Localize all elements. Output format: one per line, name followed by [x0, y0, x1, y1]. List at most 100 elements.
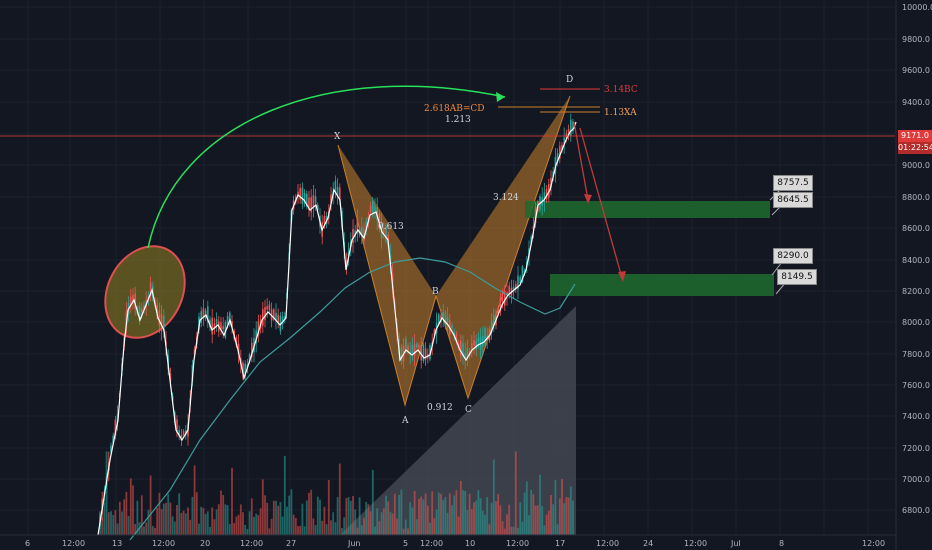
time-axis[interactable]: 6 12:00 13 12:00 20 12:00 27 Jun 5 12:00…	[25, 539, 885, 548]
volume-bar	[356, 527, 359, 535]
x-tick-label: 12:00	[420, 539, 443, 548]
ratio-xb-label: 0.613	[378, 222, 404, 232]
target-zone-2[interactable]	[550, 274, 774, 296]
candle-body	[440, 315, 442, 322]
candle-body	[149, 282, 152, 296]
candle-body	[416, 343, 418, 348]
volume-bar	[297, 526, 299, 535]
volume-bar	[455, 490, 458, 535]
volume-bar	[123, 499, 126, 535]
candle-body	[297, 191, 299, 197]
volume-bar	[341, 528, 343, 535]
volume-bar	[244, 524, 247, 535]
volume-bar	[110, 511, 112, 535]
candle-body	[257, 321, 260, 336]
volume-bar	[389, 511, 392, 535]
candle-body	[299, 188, 301, 200]
volume-bar	[259, 508, 262, 535]
volume-bar	[497, 494, 500, 535]
price-axis[interactable]: 10000.0 9800.0 9600.0 9400.0 9000.0 8800…	[902, 3, 932, 515]
volume-bar	[215, 509, 218, 535]
point-x-label: X	[334, 132, 341, 142]
candle-body	[356, 217, 359, 234]
candle-body	[143, 305, 145, 309]
volume-bar	[385, 495, 387, 535]
candle-body	[242, 362, 244, 378]
candle-body	[424, 348, 427, 360]
ma-long-line	[129, 257, 576, 541]
volume-bar	[442, 499, 445, 535]
volume-bar	[486, 497, 489, 535]
candle-body	[543, 192, 546, 203]
volume-bar	[325, 524, 328, 535]
x-tick-label: 12:00	[62, 539, 85, 548]
volume-bar	[506, 514, 508, 535]
volume-bar	[171, 516, 174, 535]
volume-bar	[431, 491, 434, 535]
volume-bar	[492, 459, 495, 535]
x-tick-label: 12:00	[240, 539, 263, 548]
volume-bar	[129, 478, 132, 535]
arrow-to-zone2[interactable]	[579, 127, 623, 279]
candle-body	[273, 309, 275, 320]
arrow-to-zone1[interactable]	[573, 121, 589, 201]
point-a-label: A	[401, 416, 409, 426]
volume-bar	[466, 510, 469, 535]
candle-body	[306, 193, 308, 207]
candle-body	[163, 315, 165, 332]
target-label-1-high[interactable]: 8757.5	[773, 175, 813, 191]
volume-bar	[345, 498, 348, 535]
volume-bar	[444, 497, 447, 535]
volume-bars	[99, 451, 574, 535]
volume-bar	[308, 492, 310, 535]
volume-bar	[167, 493, 170, 535]
volume-bar	[162, 503, 165, 535]
volume-bar	[198, 523, 200, 535]
candle-body	[132, 295, 134, 304]
candle-body	[248, 354, 251, 362]
candle-body	[499, 297, 502, 312]
candle-body	[548, 184, 550, 198]
target-zone-1[interactable]	[525, 201, 770, 218]
volume-bar	[235, 516, 238, 535]
target-label-1-low[interactable]: 8645.5	[773, 192, 813, 208]
candle-body	[202, 308, 205, 317]
y-tick-label: 7600.0	[902, 381, 930, 390]
candle-body	[501, 292, 504, 305]
candle-body	[160, 314, 163, 331]
volume-bar	[176, 505, 178, 535]
candle-body	[330, 194, 332, 204]
volume-bar	[561, 479, 563, 535]
volume-bar	[525, 481, 528, 535]
volume-bar	[332, 512, 335, 535]
highlight-ellipse[interactable]	[90, 232, 200, 352]
candle-body	[508, 285, 510, 295]
target-label-2-low[interactable]: 8149.5	[777, 269, 817, 285]
candle-body	[374, 206, 376, 211]
volume-bar	[376, 508, 379, 535]
volume-bar	[552, 504, 555, 535]
candle-body	[418, 345, 420, 349]
candle-body	[420, 345, 422, 361]
target-label-2-high[interactable]: 8290.0	[773, 248, 813, 264]
volume-bar	[191, 496, 194, 535]
candle-body	[477, 337, 480, 343]
volume-bar	[268, 528, 271, 535]
candle-body	[279, 315, 282, 332]
volume-bar	[200, 506, 203, 535]
projection-arc[interactable]	[147, 85, 506, 249]
volume-bar	[217, 504, 220, 535]
volume-bar	[242, 512, 244, 535]
xab-triangle	[338, 145, 436, 405]
candle-body	[515, 284, 517, 290]
volume-bar	[255, 513, 258, 535]
volume-bar	[400, 489, 403, 535]
candle-body	[323, 216, 326, 224]
candle-body	[464, 352, 466, 359]
volume-bar	[180, 512, 183, 535]
candle-body	[552, 171, 554, 177]
volume-bar	[312, 518, 315, 535]
candle-body	[130, 296, 132, 306]
volume-bar	[184, 513, 187, 535]
